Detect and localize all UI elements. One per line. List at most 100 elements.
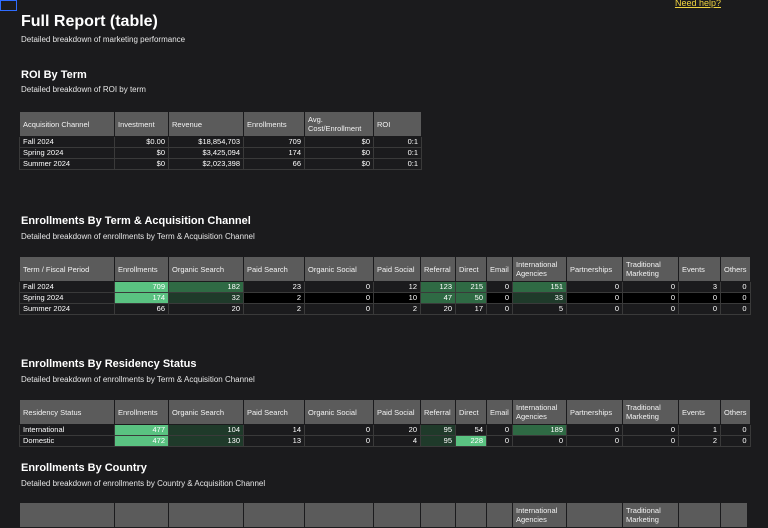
term-channel-section-subtitle: Detailed breakdown of enrollments by Ter… (21, 232, 255, 241)
value-cell: 0 (566, 424, 623, 436)
roi-table: Acquisition Channel Investment Revenue Enro… (19, 111, 422, 170)
term-channel-header-row: Term / Fiscal Period Enrollments Organic S… (19, 256, 751, 282)
value-cell: 0 (720, 281, 751, 293)
value-cell: 0 (486, 292, 513, 304)
value-cell: 0 (622, 303, 679, 315)
value-cell: 123 (420, 281, 456, 293)
term_channel-header-cell: Referral (420, 256, 456, 282)
value-cell: 0 (486, 435, 513, 447)
value-cell: 0 (622, 292, 679, 304)
row-label-cell: Spring 2024 (19, 147, 115, 159)
residency-header-cell: Enrollments (114, 399, 169, 425)
value-cell: 66 (114, 303, 169, 315)
term_channel-header-cell: International Agencies (512, 256, 567, 282)
roi-section-title: ROI By Term (21, 69, 87, 81)
country-header-cell (486, 502, 513, 528)
term-channel-table-body: Fall 2024 709 182 23 0 12 123 215 0 151 0 0 3 0 Spring… (19, 281, 751, 315)
country-header-cell (455, 502, 487, 528)
value-cell: 228 (455, 435, 487, 447)
value-cell: 0 (486, 303, 513, 315)
term_channel-header-cell: Term / Fiscal Period (19, 256, 115, 282)
table-row: International 477 104 14 0 20 95 54 0 189 0 0 1 0 (19, 424, 751, 436)
term-channel-section-title: Enrollments By Term & Acquisition Channe… (21, 215, 251, 227)
value-cell: 17 (455, 303, 487, 315)
value-cell: 0 (304, 292, 374, 304)
value-cell: 4 (373, 435, 421, 447)
value-cell: 13 (243, 435, 305, 447)
table-row: Fall 2024 709 182 23 0 12 123 215 0 151 0 0 3 0 (19, 281, 751, 293)
value-cell: 182 (168, 281, 244, 293)
country-header-cell: International Agencies (512, 502, 567, 528)
residency-header-cell: Paid Social (373, 399, 421, 425)
country-header-cell (720, 502, 748, 528)
roi-header-cell: Revenue (168, 111, 244, 137)
value-cell: 130 (168, 435, 244, 447)
country-header-row: International Agencies Traditional Market… (19, 502, 748, 528)
value-cell: 0 (304, 424, 374, 436)
value-cell: 23 (243, 281, 305, 293)
residency-header-cell: International Agencies (512, 399, 567, 425)
value-cell: $0.00 (114, 136, 169, 148)
value-cell: 0:1 (373, 158, 422, 170)
value-cell: 0 (512, 435, 567, 447)
country-table: International Agencies Traditional Market… (19, 502, 748, 528)
help-link[interactable]: Need help? (674, 0, 721, 8)
value-cell: 54 (455, 424, 487, 436)
value-cell: 151 (512, 281, 567, 293)
residency-header-cell: Referral (420, 399, 456, 425)
value-cell: 0 (566, 303, 623, 315)
corner-selection-box (0, 0, 17, 11)
residency-header-cell: Email (486, 399, 513, 425)
roi-section-subtitle: Detailed breakdown of ROI by term (21, 85, 146, 94)
value-cell: 0 (304, 435, 374, 447)
country-header-cell (678, 502, 721, 528)
value-cell: 3 (678, 281, 721, 293)
value-cell: $0 (114, 158, 169, 170)
residency-header-cell: Others (720, 399, 751, 425)
value-cell: 174 (114, 292, 169, 304)
roi-header-row: Acquisition Channel Investment Revenue Enro… (19, 111, 422, 137)
value-cell: 477 (114, 424, 169, 436)
value-cell: 5 (512, 303, 567, 315)
value-cell: 0 (678, 303, 721, 315)
value-cell: 189 (512, 424, 567, 436)
value-cell: $2,023,398 (168, 158, 244, 170)
roi-header-cell: Avg. Cost/Enrollment (304, 111, 374, 137)
value-cell: 215 (455, 281, 487, 293)
country-header-cell (420, 502, 456, 528)
value-cell: 104 (168, 424, 244, 436)
residency-header-cell: Residency Status (19, 399, 115, 425)
value-cell: 0 (720, 424, 751, 436)
value-cell: 33 (512, 292, 567, 304)
value-cell: 32 (168, 292, 244, 304)
residency-table-body: International 477 104 14 0 20 95 54 0 189 0 0 1 0 Dome… (19, 424, 751, 447)
residency-header-cell: Traditional Marketing (622, 399, 679, 425)
value-cell: 20 (168, 303, 244, 315)
country-section-subtitle: Detailed breakdown of enrollments by Cou… (21, 479, 266, 488)
value-cell: 0 (304, 281, 374, 293)
country-header-cell (373, 502, 421, 528)
value-cell: 0:1 (373, 136, 422, 148)
table-row: Spring 2024 174 32 2 0 10 47 50 0 33 0 0 0 0 (19, 292, 751, 304)
value-cell: 0:1 (373, 147, 422, 159)
residency-header-cell: Organic Search (168, 399, 244, 425)
term_channel-header-cell: Partnerships (566, 256, 623, 282)
table-row: Fall 2024 $0.00 $18,854,703 709 $0 0:1 (19, 136, 422, 148)
term_channel-header-cell: Traditional Marketing (622, 256, 679, 282)
row-label-cell: Spring 2024 (19, 292, 115, 304)
value-cell: 472 (114, 435, 169, 447)
country-header-cell (566, 502, 623, 528)
term_channel-header-cell: Paid Social (373, 256, 421, 282)
value-cell: $0 (114, 147, 169, 159)
country-header-cell: Traditional Marketing (622, 502, 679, 528)
residency-header-row: Residency Status Enrollments Organic Searc… (19, 399, 751, 425)
country-header-cell (304, 502, 374, 528)
roi-header-cell: Acquisition Channel (19, 111, 115, 137)
term_channel-header-cell: Others (720, 256, 751, 282)
term_channel-header-cell: Organic Social (304, 256, 374, 282)
roi-header-cell: Investment (114, 111, 169, 137)
value-cell: 0 (720, 303, 751, 315)
value-cell: 174 (243, 147, 305, 159)
value-cell: 95 (420, 435, 456, 447)
table-row: Summer 2024 $0 $2,023,398 66 $0 0:1 (19, 158, 422, 170)
